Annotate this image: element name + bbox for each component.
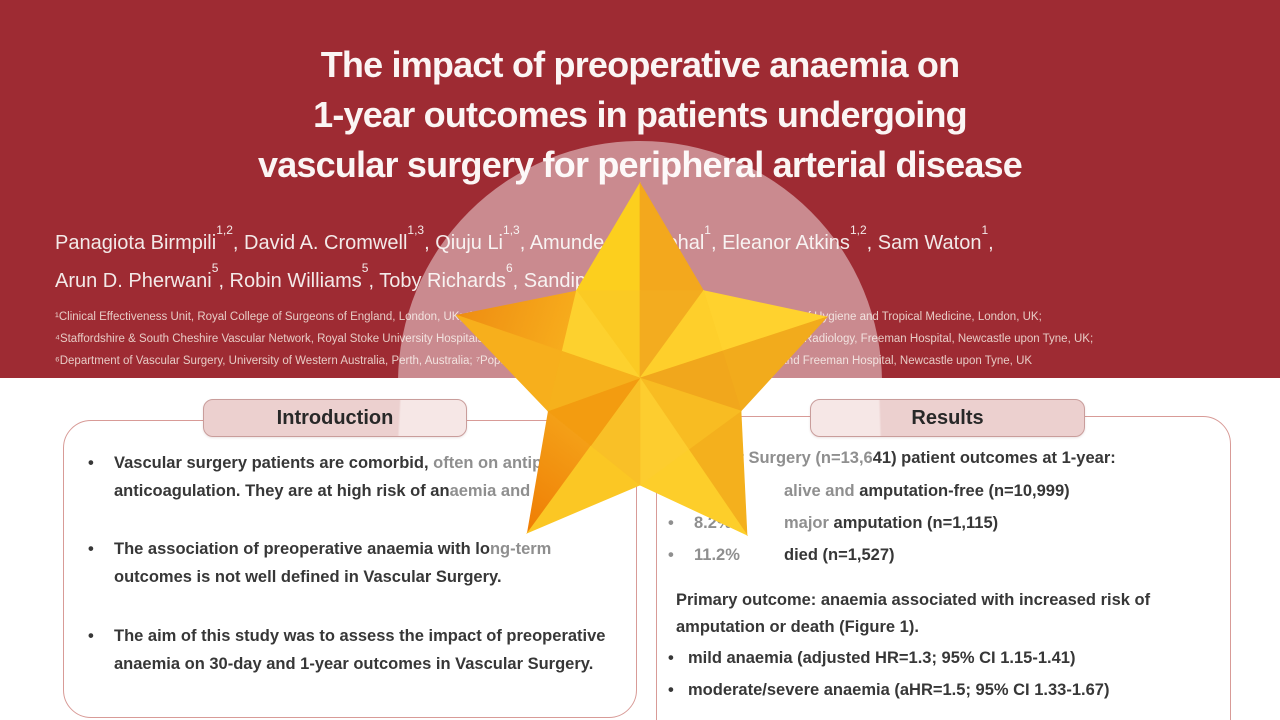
- bullet-dot: •: [668, 514, 674, 532]
- bullet-dot: •: [668, 482, 674, 500]
- results-primary-outcome: Primary outcome: anaemia associated with…: [676, 587, 1150, 641]
- bullet-dot: •: [668, 649, 674, 667]
- primary-outcome-line-2: amputation or death (Figure 1).: [676, 618, 919, 636]
- title-line-2: 1-year outcomes in patients undergoing: [313, 94, 968, 135]
- poster-masthead: The impact of preoperative anaemia on 1-…: [0, 0, 1280, 378]
- affiliation-line-1: ¹Clinical Effectiveness Unit, Royal Coll…: [55, 311, 1042, 323]
- bullet-dot: •: [668, 681, 674, 699]
- intro-bullet-1: • Vascular surgery patients are comorbid…: [88, 449, 620, 505]
- results-stat-row-2: • 8.2% major amputation (n=1,115): [668, 509, 998, 537]
- primary-outcome-line-1: Primary outcome: anaemia associated with…: [676, 591, 1151, 609]
- affiliations-block: ¹Clinical Effectiveness Unit, Royal Coll…: [55, 306, 1255, 372]
- stat-percent: 80.6%: [694, 482, 741, 500]
- stat-label: major amputation (n=1,115): [784, 514, 999, 532]
- affiliation-line-3: ⁶Department of Vascular Surgery, Univers…: [55, 355, 1033, 367]
- intro-bullet-3-line-1: The aim of this study was to assess the …: [114, 627, 606, 645]
- bullet-dot: •: [668, 546, 674, 564]
- intro-bullet-3: • The aim of this study was to assess th…: [88, 622, 605, 678]
- intro-bullet-2-line-1: The association of preoperative anaemia …: [114, 540, 552, 558]
- intro-bullet-2: • The association of preoperative anaemi…: [88, 535, 551, 591]
- introduction-heading: Introduction: [203, 399, 467, 437]
- bullet-dot: •: [88, 627, 94, 645]
- results-overview-line: Vascular Surgery (n=13,641) patient outc…: [676, 449, 1116, 467]
- title-line-3: vascular surgery for peripheral arterial…: [257, 144, 1023, 185]
- results-stat-row-1: • 80.6% alive and amputation-free (n=10,…: [668, 477, 1070, 505]
- authors-line-2: Arun D. Pherwani5, Robin Williams5, Toby…: [55, 261, 676, 292]
- affiliation-line-2: ⁴Staffordshire & South Cheshire Vascular…: [55, 333, 1094, 345]
- results-hr-bullet-2: • moderate/severe anaemia (aHR=1.5; 95% …: [668, 676, 1109, 704]
- results-hr-bullet-1: • mild anaemia (adjusted HR=1.3; 95% CI …: [668, 644, 1075, 672]
- stat-percent: 8.2%: [694, 514, 732, 532]
- authors-block: Panagiota Birmpili1,2, David A. Cromwell…: [55, 224, 1225, 300]
- poster-title: The impact of preoperative anaemia on 1-…: [0, 40, 1280, 190]
- authors-line-1: Panagiota Birmpili1,2, David A. Cromwell…: [55, 223, 994, 254]
- hr-bullet-1-text: mild anaemia (adjusted HR=1.3; 95% CI 1.…: [688, 649, 1076, 667]
- results-panel: [656, 416, 1231, 720]
- intro-bullet-3-line-2: anaemia on 30-day and 1-year outcomes in…: [114, 655, 594, 673]
- stat-percent: 11.2%: [694, 546, 740, 564]
- results-heading: Results: [810, 399, 1085, 437]
- stat-label: alive and amputation-free (n=10,999): [784, 482, 1070, 500]
- intro-bullet-1-line-2: anticoagulation. They are at high risk o…: [114, 482, 608, 500]
- bullet-dot: •: [88, 454, 94, 472]
- results-stat-row-3: • 11.2% died (n=1,527): [668, 541, 895, 569]
- intro-bullet-2-line-2: outcomes is not well defined in Vascular…: [114, 568, 502, 586]
- title-line-1: The impact of preoperative anaemia on: [320, 44, 960, 85]
- stat-label: died (n=1,527): [784, 546, 895, 564]
- intro-bullet-1-line-1: Vascular surgery patients are comorbid, …: [114, 454, 621, 472]
- hr-bullet-2-text: moderate/severe anaemia (aHR=1.5; 95% CI…: [688, 681, 1110, 699]
- bullet-dot: •: [88, 540, 94, 558]
